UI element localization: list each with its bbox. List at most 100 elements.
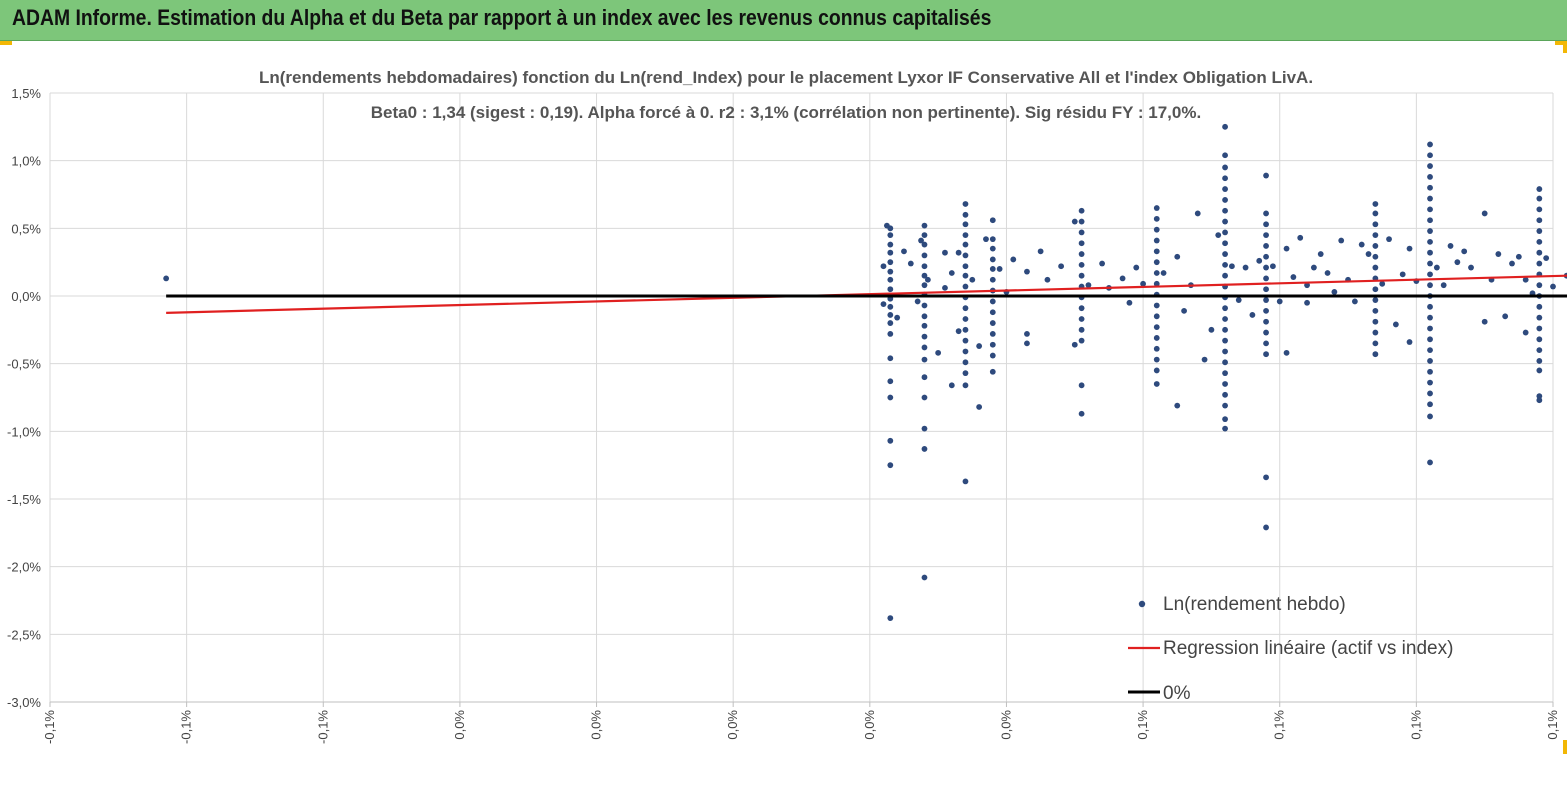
data-point xyxy=(921,313,928,320)
data-point xyxy=(1427,271,1433,278)
data-point xyxy=(1071,341,1078,348)
data-point xyxy=(1536,325,1543,332)
data-point xyxy=(1153,367,1160,374)
data-point xyxy=(1351,298,1358,305)
data-point xyxy=(948,270,955,276)
data-point xyxy=(907,260,914,267)
data-point xyxy=(1372,210,1379,217)
x-tick-label: 0,0% xyxy=(998,710,1013,740)
data-point xyxy=(989,266,996,272)
x-tick-label: 0,1% xyxy=(1135,710,1150,740)
data-point xyxy=(1263,351,1269,358)
data-point xyxy=(1536,238,1543,245)
data-point xyxy=(921,263,928,270)
data-point xyxy=(887,286,894,293)
data-point xyxy=(921,282,928,289)
data-point xyxy=(1427,303,1433,310)
corner-mark-top-left xyxy=(0,41,12,45)
header-bar: ADAM Informe. Estimation du Alpha et du … xyxy=(0,0,1567,41)
data-point xyxy=(1140,280,1146,287)
data-point xyxy=(1222,175,1228,182)
data-point xyxy=(1201,356,1208,363)
data-point xyxy=(989,217,996,224)
data-point xyxy=(1433,264,1440,271)
data-point xyxy=(1222,152,1228,159)
data-point xyxy=(887,615,894,621)
data-point xyxy=(1222,337,1228,344)
scatter-points xyxy=(163,123,1567,621)
data-point xyxy=(1256,257,1263,264)
data-point xyxy=(1495,251,1502,257)
data-point xyxy=(1181,307,1187,314)
data-point xyxy=(1543,255,1550,262)
data-point xyxy=(1263,172,1269,179)
data-point xyxy=(1427,217,1433,224)
data-point xyxy=(1263,474,1269,481)
data-point xyxy=(1153,205,1160,211)
data-point xyxy=(1427,184,1433,191)
data-point xyxy=(1290,274,1297,280)
data-point xyxy=(887,320,894,326)
data-point xyxy=(1427,390,1433,397)
data-point xyxy=(1372,253,1379,260)
data-point xyxy=(962,316,969,322)
data-point xyxy=(880,263,887,270)
data-point xyxy=(955,249,962,256)
data-point xyxy=(1153,324,1160,331)
data-point xyxy=(1427,163,1433,169)
data-point xyxy=(1222,305,1228,312)
data-point xyxy=(1215,232,1222,239)
data-point xyxy=(1153,381,1160,387)
data-point xyxy=(962,370,969,377)
data-point xyxy=(894,314,901,321)
data-point xyxy=(1222,207,1228,214)
data-point xyxy=(1222,197,1228,203)
data-point xyxy=(1427,238,1433,245)
data-point xyxy=(1222,416,1228,423)
data-point xyxy=(921,344,928,351)
data-point xyxy=(921,333,928,340)
data-point xyxy=(976,343,983,349)
data-point xyxy=(962,232,969,239)
data-point xyxy=(1153,226,1160,233)
data-point xyxy=(1304,282,1310,289)
data-point xyxy=(887,355,894,362)
data-point xyxy=(1386,236,1392,243)
data-point xyxy=(1229,263,1235,270)
data-point xyxy=(1427,228,1433,234)
data-point xyxy=(1536,303,1543,310)
x-tick-label: 0,1% xyxy=(1272,710,1287,740)
data-point xyxy=(1153,237,1160,244)
data-point xyxy=(1461,248,1468,255)
data-point xyxy=(962,305,969,312)
data-point xyxy=(1372,340,1379,347)
legend-label-regression: Regression linéaire (actif vs index) xyxy=(1163,638,1453,659)
data-point xyxy=(1406,339,1413,345)
data-point xyxy=(989,309,996,316)
data-point xyxy=(1372,297,1379,303)
data-point xyxy=(887,303,894,310)
data-point xyxy=(1222,218,1228,225)
data-point xyxy=(1078,326,1085,333)
data-point xyxy=(1078,305,1085,312)
data-point xyxy=(1263,221,1269,228)
data-point xyxy=(1536,367,1543,374)
data-point xyxy=(880,301,887,308)
data-point xyxy=(1222,261,1228,268)
data-point xyxy=(1222,316,1228,322)
data-point xyxy=(1153,248,1160,255)
data-point xyxy=(1024,330,1030,337)
legend-marker-scatter xyxy=(1138,600,1146,608)
data-point xyxy=(921,446,928,452)
data-point xyxy=(1427,206,1433,213)
y-tick-label: -3,0% xyxy=(7,695,41,710)
data-point xyxy=(887,437,894,444)
y-tick-label: 0,5% xyxy=(11,221,41,236)
data-point xyxy=(989,256,996,263)
data-point xyxy=(921,374,928,381)
data-point xyxy=(1515,253,1522,260)
data-point xyxy=(1297,234,1304,241)
data-point xyxy=(1263,253,1269,260)
data-point xyxy=(1160,270,1167,276)
data-point xyxy=(1399,271,1406,278)
